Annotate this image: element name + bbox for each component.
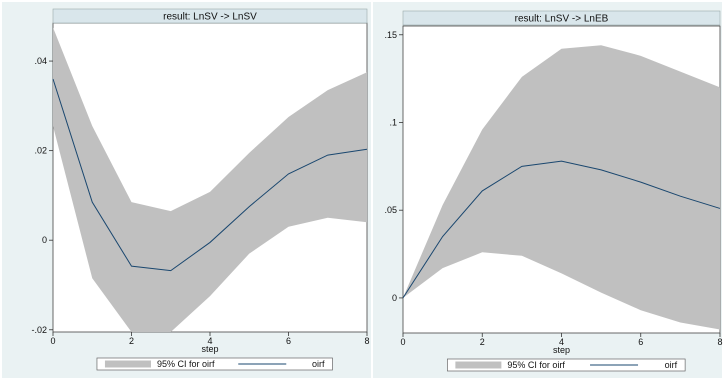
- y-tick-label: 0: [42, 235, 47, 245]
- x-axis-label: step: [553, 345, 570, 355]
- x-tick-label: 4: [207, 336, 212, 346]
- ci-band: [403, 45, 720, 330]
- x-tick-label: 8: [717, 337, 722, 347]
- x-tick-label: 0: [400, 337, 405, 347]
- y-tick-label: .1: [389, 117, 397, 127]
- y-tick-label: .15: [384, 30, 397, 40]
- irf-panel-lnsv-lneb: result: LnSV -> LnEB 0 .05 .1 .15 0 2 4 6 8 step 95…: [373, 2, 723, 378]
- legend-label-oirf: oirf: [312, 359, 325, 369]
- x-tick-label: 2: [480, 337, 485, 347]
- legend-swatch-ci: [455, 361, 502, 369]
- y-tick-label: -.02: [31, 325, 47, 335]
- x-tick-label: 4: [559, 337, 564, 347]
- legend-swatch-ci: [104, 360, 151, 368]
- chart-title: result: LnSV -> LnSV: [163, 12, 257, 23]
- title-bar: [52, 8, 368, 24]
- x-tick-label: 6: [286, 336, 291, 346]
- legend-label-oirf: oirf: [665, 360, 678, 370]
- x-tick-label: 0: [50, 336, 55, 346]
- irf-panel-lnsv-lnsv: result: LnSV -> LnSV-.020.02.040 2 4 6 8step…: [2, 2, 371, 378]
- ci-band: [53, 27, 367, 332]
- title-bar: [402, 10, 721, 26]
- oirf-line: [52, 78, 368, 272]
- chart-title: result: LnSV -> LnEB: [515, 14, 609, 25]
- y-tick-label: .04: [34, 56, 47, 66]
- legend-box: [447, 358, 686, 372]
- x-tick-label: 2: [129, 336, 134, 346]
- x-tick-label: 8: [364, 336, 369, 346]
- y-tick-label: .02: [34, 146, 47, 156]
- oirf-line: [402, 160, 721, 299]
- legend-label-ci: 95% CI for oirf: [157, 359, 215, 369]
- x-tick-label: 6: [638, 337, 643, 347]
- y-tick-label: .05: [384, 205, 397, 215]
- y-tick-label: 0: [392, 293, 397, 303]
- legend-label-ci: 95% CI for oirf: [507, 360, 565, 370]
- legend-box: [96, 357, 333, 371]
- x-axis-label: step: [201, 344, 218, 354]
